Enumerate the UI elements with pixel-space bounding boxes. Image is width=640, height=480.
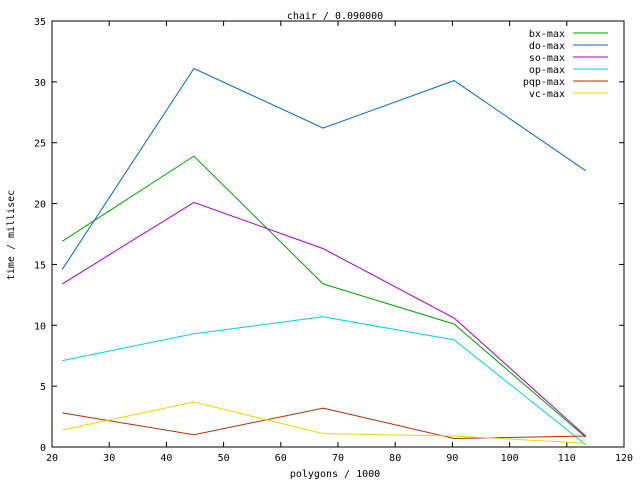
series-line-op-max: [62, 316, 587, 445]
series-lines: [61, 67, 587, 445]
y-tick-label: 35: [34, 17, 46, 28]
x-tick-label: 20: [46, 453, 58, 464]
axis-ticks: 20 30 40 50 60 70 80 90 100 110 120 0 5 10 15 20 25 30 35: [34, 17, 633, 464]
x-tick-label: 90: [446, 453, 458, 464]
x-tick-label: 40: [160, 453, 172, 464]
y-tick-label: 30: [34, 78, 46, 89]
legend-label: so-max: [529, 53, 565, 64]
legend-label: bx-max: [529, 29, 565, 40]
y-tick-label: 20: [34, 200, 46, 211]
x-tick-label: 100: [501, 453, 519, 464]
x-tick-label: 70: [332, 453, 344, 464]
y-tick-label: 5: [40, 382, 46, 393]
y-axis-label: time / millisec: [6, 190, 17, 280]
series-line-do-max: [61, 67, 586, 270]
series-line-vc-max: [62, 401, 586, 444]
series-line-pqp-max: [62, 407, 586, 440]
chart-title: chair / 0.090000: [287, 11, 383, 22]
x-tick-label: 30: [103, 453, 115, 464]
y-tick-label: 25: [34, 139, 46, 150]
y-tick-label: 10: [34, 321, 46, 332]
x-axis-label: polygons / 1000: [290, 469, 380, 480]
series-line-so-max: [62, 201, 587, 437]
x-tick-label: 50: [218, 453, 230, 464]
series-line-bx-max: [62, 155, 587, 438]
x-tick-label: 60: [275, 453, 287, 464]
x-tick-label: 120: [615, 453, 633, 464]
y-tick-label: 0: [40, 443, 46, 454]
legend-label: pqp-max: [523, 77, 565, 88]
legend-label: do-max: [529, 41, 565, 52]
x-tick-label: 80: [389, 453, 401, 464]
legend-label: vc-max: [529, 89, 565, 100]
y-tick-label: 15: [34, 260, 46, 271]
x-tick-label: 110: [558, 453, 576, 464]
legend-label: op-max: [529, 65, 565, 76]
